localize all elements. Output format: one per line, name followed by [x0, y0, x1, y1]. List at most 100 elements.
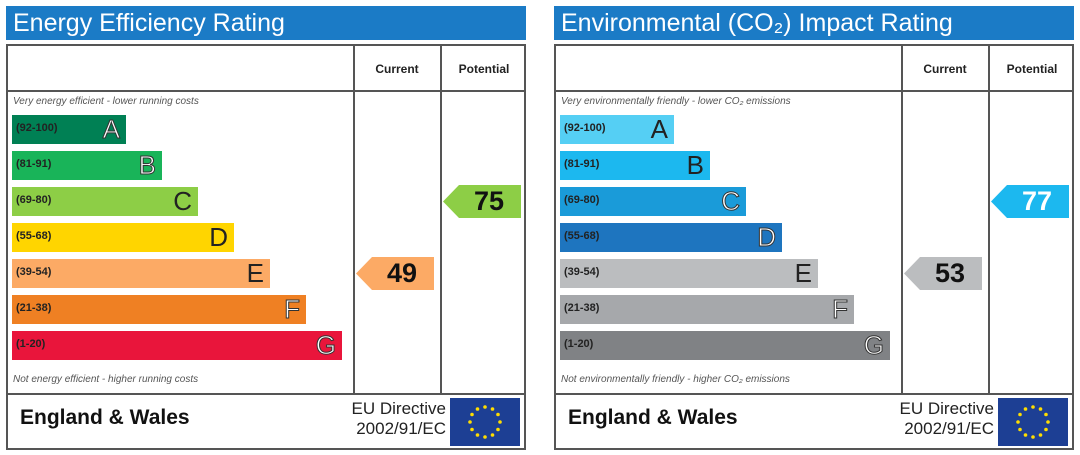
energy-efficiency-chart: Energy Efficiency Rating Current Potential… — [6, 6, 526, 450]
top-caption: Very energy efficient - lower running co… — [13, 96, 199, 107]
band-range-label: (92-100) — [16, 122, 58, 134]
eu-flag-star — [1016, 420, 1020, 424]
potential-column-divider — [988, 46, 990, 393]
band-range-label: (55-68) — [564, 230, 600, 242]
current-arrow-shape — [904, 257, 982, 290]
eu-flag-star — [496, 427, 500, 432]
band-letter: B — [686, 150, 704, 180]
eu-flag-star — [475, 433, 480, 437]
eu-flag-star — [1031, 435, 1035, 439]
rating-band-e: (39-54) E — [12, 259, 270, 288]
potential-rating-value: 75 — [473, 186, 505, 216]
band-letter: D — [757, 222, 777, 252]
eu-flag-star — [1023, 407, 1028, 411]
band-range-label: (21-38) — [564, 302, 600, 314]
eu-flag-star — [470, 427, 474, 432]
band-range-label: (1-20) — [564, 338, 594, 350]
band-range-label: (1-20) — [16, 338, 46, 350]
eu-directive-line1: EU Directive — [351, 399, 446, 418]
bottom-caption: Not environmentally friendly - higher CO… — [561, 374, 790, 385]
potential-arrow-fill — [443, 185, 521, 218]
rating-band-d: (55-68) D — [560, 222, 782, 252]
band-range-label: (39-54) — [16, 266, 52, 278]
band-range-label: (92-100) — [564, 122, 606, 134]
eu-flag-star — [490, 407, 495, 411]
potential-column-header: Potential — [1006, 62, 1058, 76]
bottom-caption: Not energy efficient - higher running co… — [13, 374, 199, 385]
rating-band-g: (1-20) G — [560, 330, 890, 360]
eu-flag-star — [496, 412, 500, 417]
eu-flag-star — [1023, 433, 1028, 437]
band-letter: B — [138, 150, 156, 180]
footer-divider — [8, 393, 524, 395]
current-column-divider — [901, 46, 903, 393]
potential-arrow-shape — [991, 185, 1069, 218]
current-arrow-shape — [356, 257, 434, 290]
rating-band-e: (39-54) E — [560, 259, 818, 288]
rating-band-f: (21-38) F — [12, 294, 306, 324]
potential-rating-arrow: 75 — [443, 185, 521, 218]
eu-directive-label: EU Directive 2002/91/EC — [324, 399, 446, 439]
rating-band-b: (81-91) B — [12, 150, 162, 180]
rating-table: Current Potential Very energy efficient - … — [6, 44, 526, 450]
top-caption: Very environmentally friendly - lower CO… — [561, 96, 791, 107]
eu-flag-star — [1038, 433, 1043, 437]
band-range-label: (81-91) — [16, 158, 52, 170]
eu-flag-star — [483, 405, 487, 409]
current-arrow-fill — [904, 257, 982, 290]
current-column-header: Current — [375, 62, 419, 76]
band-letter: F — [832, 294, 849, 324]
eu-flag-icon — [998, 398, 1068, 446]
potential-column-header: Potential — [458, 62, 510, 76]
current-column-divider — [353, 46, 355, 393]
band-range-label: (55-68) — [16, 230, 52, 242]
band-letter: E — [794, 258, 812, 288]
current-rating-value: 49 — [386, 258, 418, 288]
eu-flag-star — [490, 433, 495, 437]
current-column-header: Current — [923, 62, 967, 76]
band-letter: C — [721, 186, 741, 216]
band-letter: F — [284, 294, 301, 324]
chart-title: Environmental (CO₂) Impact Rating — [554, 6, 1074, 40]
rating-band-b: (81-91) B — [560, 151, 710, 180]
header-divider — [556, 90, 1072, 92]
band-letter: G — [315, 330, 336, 360]
eu-flag-star — [1018, 412, 1022, 417]
band-letter: A — [650, 114, 668, 144]
eu-flag-star — [483, 435, 487, 439]
potential-arrow-shape — [443, 185, 521, 218]
rating-band-d: (55-68) D — [12, 223, 234, 252]
current-rating-arrow: 53 — [904, 257, 982, 290]
eu-directive-label: EU Directive 2002/91/EC — [872, 399, 994, 439]
eu-directive-line2: 2002/91/EC — [904, 419, 994, 438]
band-range-label: (21-38) — [16, 302, 52, 314]
header-divider — [8, 90, 524, 92]
band-range-label: (69-80) — [564, 194, 600, 206]
rating-band-a: (92-100) A — [12, 114, 126, 144]
potential-column-divider — [440, 46, 442, 393]
potential-arrow-fill — [991, 185, 1069, 218]
band-range-label: (81-91) — [564, 158, 600, 170]
footer-divider — [556, 393, 1072, 395]
current-rating-value: 53 — [934, 258, 966, 288]
band-range-label: (39-54) — [564, 266, 600, 278]
chart-title: Energy Efficiency Rating — [6, 6, 526, 40]
eu-flag-star — [1038, 407, 1043, 411]
band-range-label: (69-80) — [16, 194, 52, 206]
eu-flag-star — [475, 407, 480, 411]
potential-rating-value: 77 — [1021, 186, 1053, 216]
rating-band-f: (21-38) F — [560, 294, 854, 324]
eu-flag-star — [470, 412, 474, 417]
band-letter: D — [209, 222, 228, 252]
eu-flag-star — [498, 420, 502, 424]
eu-flag-star — [468, 420, 472, 424]
band-letter: G — [863, 330, 884, 360]
region-label: England & Wales — [568, 406, 738, 429]
eu-flag-star — [1044, 427, 1048, 432]
band-letter: A — [102, 114, 120, 144]
rating-table: Current Potential Very environmentally fri… — [554, 44, 1074, 450]
eu-flag-star — [1046, 420, 1050, 424]
eu-flag-icon — [450, 398, 520, 446]
rating-band-a: (92-100) A — [560, 115, 674, 144]
environmental-impact-chart: Environmental (CO₂) Impact Rating Current… — [554, 6, 1074, 450]
